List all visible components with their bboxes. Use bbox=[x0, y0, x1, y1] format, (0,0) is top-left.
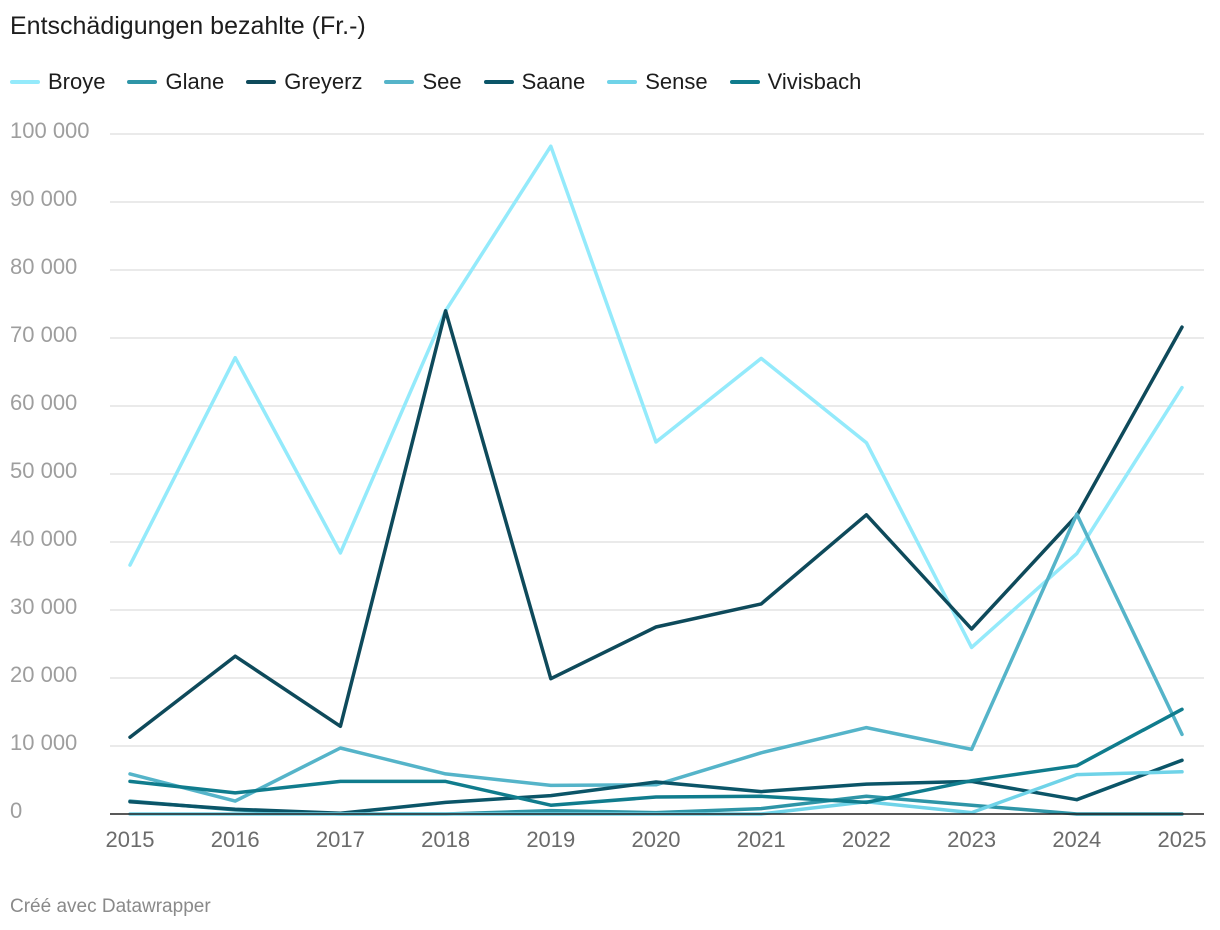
legend-swatch bbox=[483, 80, 514, 84]
legend-swatch bbox=[384, 80, 415, 84]
chart-title: Entschädigungen bezahlte (Fr.-) bbox=[10, 12, 366, 40]
y-tick-label: 10 000 bbox=[10, 730, 77, 755]
x-tick-label: 2020 bbox=[632, 827, 681, 852]
legend-label: Sense bbox=[645, 69, 708, 94]
legend-item-greyerz: Greyerz bbox=[246, 69, 362, 95]
series-line-vivisbach bbox=[128, 707, 1184, 807]
series-line-broye bbox=[128, 144, 1184, 650]
legend-item-broye: Broye bbox=[10, 69, 105, 95]
legend-swatch bbox=[607, 80, 638, 84]
series-line-sense bbox=[128, 770, 1184, 816]
x-tick-label: 2015 bbox=[106, 827, 155, 852]
legend-label: Greyerz bbox=[284, 69, 363, 94]
legend-swatch bbox=[246, 80, 277, 84]
series-line-saane bbox=[128, 758, 1184, 816]
legend-swatch bbox=[127, 80, 158, 84]
series-line-greyerz bbox=[128, 309, 1184, 739]
y-tick-label: 40 000 bbox=[10, 526, 77, 551]
chart-legend: Broye Glane Greyerz See Saane Sense Vivisbach bbox=[10, 68, 861, 96]
legend-item-glane: Glane bbox=[127, 69, 224, 95]
y-tick-label: 60 000 bbox=[10, 390, 77, 415]
series-line-see bbox=[128, 512, 1184, 803]
credit-text: Créé avec Datawrapper bbox=[10, 896, 211, 917]
legend-swatch bbox=[729, 80, 760, 84]
x-tick-label: 2019 bbox=[526, 827, 575, 852]
x-tick-label: 2024 bbox=[1052, 827, 1101, 852]
legend-label: Broye bbox=[48, 69, 106, 94]
legend-item-vivisbach: Vivisbach bbox=[729, 69, 862, 95]
legend-swatch bbox=[10, 80, 40, 84]
y-tick-label: 50 000 bbox=[10, 458, 77, 483]
legend-label: Saane bbox=[521, 69, 586, 94]
legend-label: Glane bbox=[165, 69, 225, 94]
legend-item-saane: Saane bbox=[483, 69, 586, 95]
x-tick-label: 2021 bbox=[737, 827, 786, 852]
y-tick-label: 70 000 bbox=[10, 322, 77, 347]
y-tick-label: 30 000 bbox=[10, 594, 77, 619]
x-tick-label: 2018 bbox=[421, 827, 470, 852]
legend-item-see: See bbox=[384, 69, 462, 95]
x-tick-label: 2017 bbox=[316, 827, 365, 852]
y-tick-label: 90 000 bbox=[10, 186, 77, 211]
x-tick-label: 2016 bbox=[211, 827, 260, 852]
legend-label: Vivisbach bbox=[767, 69, 862, 94]
legend-item-sense: Sense bbox=[607, 69, 708, 95]
y-tick-label: 80 000 bbox=[10, 254, 77, 279]
y-tick-label: 0 bbox=[10, 798, 22, 823]
x-tick-label: 2022 bbox=[842, 827, 891, 852]
y-tick-label: 20 000 bbox=[10, 662, 77, 687]
legend-label: See bbox=[422, 69, 462, 94]
y-tick-label: 100 000 bbox=[10, 118, 90, 143]
x-tick-label: 2025 bbox=[1158, 827, 1207, 852]
x-tick-label: 2023 bbox=[947, 827, 996, 852]
